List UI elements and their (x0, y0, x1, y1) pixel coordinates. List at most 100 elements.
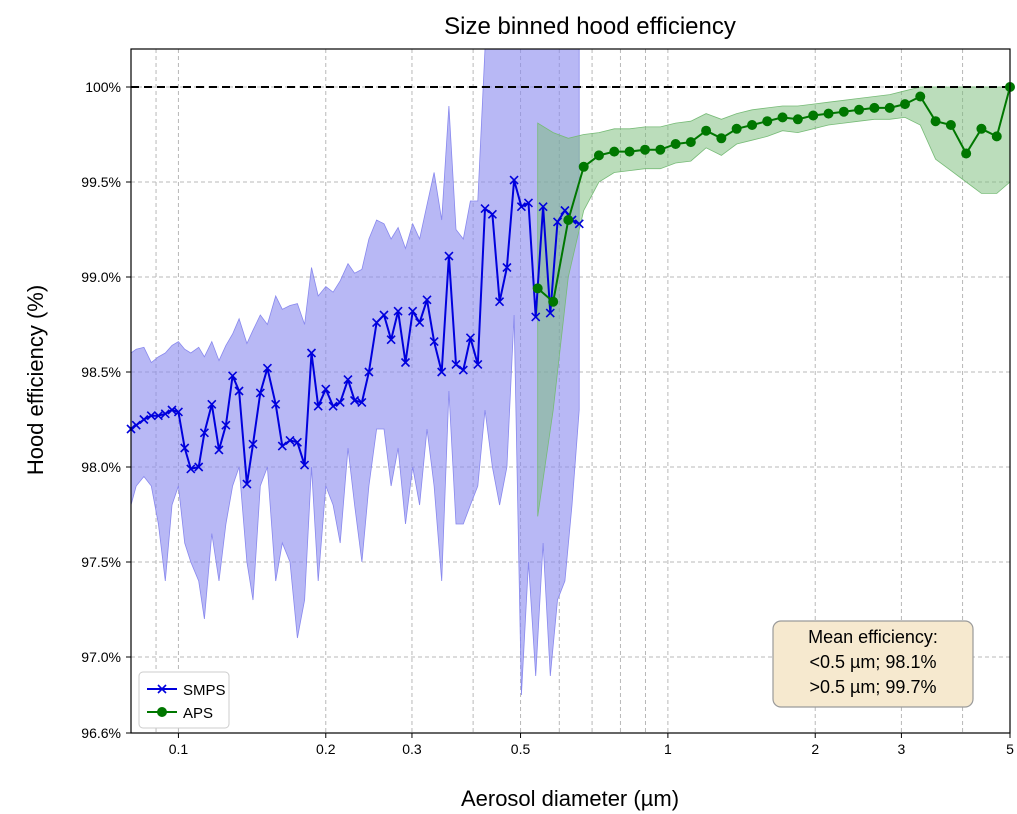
annotation-box (772, 620, 974, 708)
point-smps (458, 365, 468, 375)
y-tick-label: 98.0% (81, 459, 121, 475)
point-smps (180, 443, 190, 453)
point-smps (255, 388, 265, 398)
y-tick-label: 97.0% (81, 649, 121, 665)
point-smps (531, 312, 541, 322)
point-smps (465, 333, 476, 343)
point-smps (186, 464, 196, 474)
point-smps (153, 411, 163, 421)
y-tick-label: 96.6% (81, 725, 121, 741)
point-smps (523, 198, 534, 208)
point-smps (429, 337, 439, 347)
y-axis-ticks: 96.6% 97.0% 97.5% 98.0% 98.5% 99.0% 99.5% 100% (81, 79, 131, 741)
legend-marker-shape-aps (157, 707, 167, 717)
point-smps (271, 399, 281, 409)
point-smps (437, 367, 447, 377)
annotation-line-1: Mean efficiency: (808, 627, 938, 647)
point-smps (408, 306, 418, 316)
point-smps (473, 359, 483, 369)
x-tick-label: 0.2 (316, 741, 336, 757)
point-smps (386, 335, 396, 345)
legend-item-smps: SMPS (147, 682, 226, 699)
y-axis-label: Hood efficiency (%) (23, 285, 48, 475)
x-tick-label: 2 (811, 741, 819, 757)
point-smps (306, 348, 317, 358)
point-aps (701, 125, 712, 136)
point-smps (343, 375, 353, 385)
mean-efficiency-annotation: Mean efficiency: <0.5 µm; 98.1% >0.5 µm;… (772, 620, 974, 708)
point-aps (578, 161, 589, 172)
point-smps (379, 310, 389, 320)
point-smps (400, 357, 411, 368)
point-aps (548, 296, 559, 307)
point-aps (670, 139, 681, 149)
point-aps (930, 116, 941, 127)
point-smps (451, 359, 461, 369)
point-smps (444, 251, 454, 261)
point-aps (640, 144, 651, 155)
point-smps (131, 420, 141, 430)
legend-marker-aps (157, 707, 167, 717)
y-tick-label: 99.5% (81, 174, 121, 190)
point-aps (593, 150, 604, 161)
point-smps (234, 386, 244, 396)
point-smps (372, 318, 382, 328)
point-smps (194, 462, 204, 472)
annotation-line-3: >0.5 µm; 99.7% (810, 677, 937, 697)
point-smps (502, 262, 512, 273)
band-smps (130, 48, 580, 696)
point-smps (146, 411, 156, 421)
point-aps (731, 123, 742, 134)
x-tick-label: 0.5 (511, 741, 531, 757)
x-tick-label: 0.1 (169, 741, 189, 757)
point-aps (884, 102, 895, 113)
point-smps (277, 441, 287, 451)
point-smps (357, 397, 367, 407)
point-aps (976, 123, 987, 134)
point-aps (991, 131, 1002, 142)
line-smps (130, 179, 580, 486)
point-aps (716, 133, 727, 144)
point-aps (747, 120, 758, 130)
legend-label-smps: SMPS (183, 682, 226, 699)
point-smps (248, 439, 258, 449)
point-aps (823, 108, 834, 119)
point-smps (139, 414, 149, 425)
point-smps (173, 407, 183, 417)
point-aps (961, 148, 972, 159)
y-tick-label: 100% (85, 79, 121, 95)
point-smps (262, 363, 273, 373)
x-tick-label: 0.3 (402, 741, 422, 757)
chart-title: Size binned hood efficiency (444, 13, 736, 40)
x-axis-label: Aerosol diameter (µm) (461, 786, 679, 811)
point-aps (945, 120, 956, 130)
series-markers (126, 82, 1015, 489)
point-aps (532, 283, 543, 294)
point-smps (393, 306, 403, 316)
point-aps (808, 110, 819, 121)
point-smps (516, 202, 526, 212)
point-smps (335, 397, 345, 407)
point-smps (227, 371, 238, 381)
point-smps (560, 205, 570, 216)
band-aps (537, 86, 1011, 517)
point-aps (624, 146, 635, 157)
legend: SMPS APS (138, 671, 230, 729)
point-smps (480, 204, 490, 214)
y-tick-label: 98.5% (81, 364, 121, 380)
point-aps (655, 144, 666, 155)
point-smps (545, 308, 555, 318)
point-aps (899, 99, 910, 110)
point-smps (552, 217, 563, 227)
point-smps (415, 318, 425, 328)
x-axis-ticks: 0.1 0.2 0.3 0.5 1 2 3 5 (169, 733, 1014, 757)
legend-marker-smps (157, 684, 167, 694)
point-aps (854, 104, 865, 115)
point-smps (242, 479, 252, 489)
point-smps (221, 420, 231, 430)
point-aps (762, 116, 773, 127)
point-smps (574, 219, 584, 229)
point-aps (609, 146, 620, 157)
point-smps (494, 297, 505, 307)
